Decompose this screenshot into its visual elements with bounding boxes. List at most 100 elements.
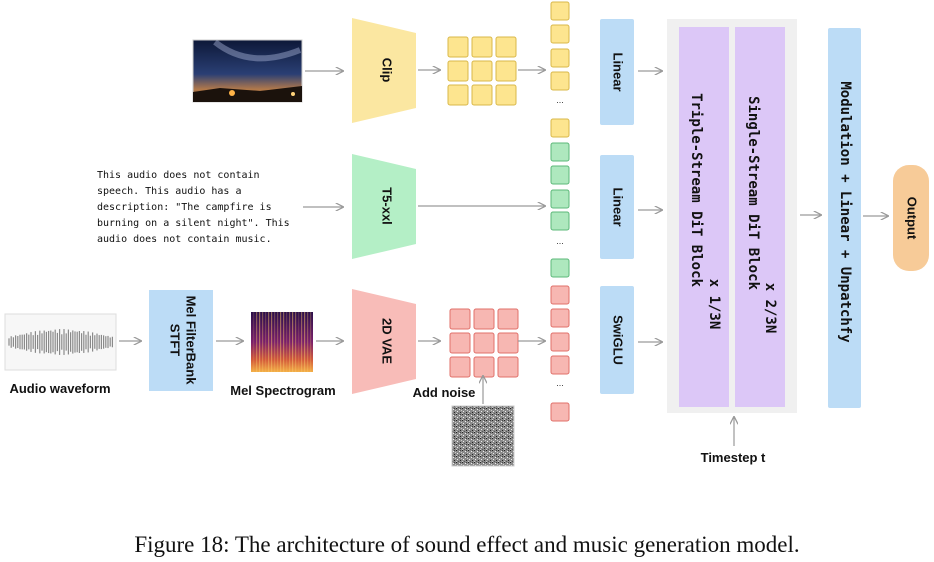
text-prompt-line-1: This audio does not contain <box>97 170 260 181</box>
vae-token <box>497 332 519 354</box>
spectrogram-stripe <box>271 312 273 372</box>
melfilterbank-label: Mel FilterBank <box>184 296 199 386</box>
spectrogram-stripe <box>280 312 282 372</box>
triple-repeat-label: x 1/3N <box>706 279 722 330</box>
output-block: Output <box>893 165 929 271</box>
t5-sequence-token <box>550 165 570 185</box>
clip-token <box>471 36 493 58</box>
swiglu-block: SwiGLU <box>600 286 634 394</box>
campfire-image <box>192 39 303 103</box>
figure-caption: Figure 18: The architecture of sound eff… <box>134 532 799 557</box>
add-noise-label: Add noise <box>413 385 476 400</box>
vae-sequence-token <box>550 355 570 375</box>
clip-sequence-token <box>550 71 570 91</box>
spectrogram-stripe <box>286 312 288 372</box>
vae-token-grid <box>449 308 519 378</box>
vae-sequence-token <box>550 402 570 422</box>
spectrogram-stripe <box>283 312 285 372</box>
clip-sequence-token <box>550 118 570 138</box>
noise-image <box>451 405 515 467</box>
clip-token <box>495 84 517 106</box>
text-prompt-line-2: speech. This audio has a <box>97 186 242 197</box>
linear-block-t5: Linear <box>600 155 634 259</box>
clip-token <box>447 60 469 82</box>
clip-sequence-token <box>550 24 570 44</box>
t5-sequence-token <box>550 142 570 162</box>
linear-block-clip: Linear <box>600 19 634 125</box>
text-prompt-line-5: audio does not contain music. <box>97 234 272 245</box>
audio-waveform-label: Audio waveform <box>9 381 110 396</box>
vae-sequence-token <box>550 285 570 305</box>
linear-2-label: Linear <box>611 187 626 226</box>
spectrogram-stripe <box>304 312 306 372</box>
vae-sequence-token <box>550 308 570 328</box>
output-label: Output <box>905 197 920 240</box>
swiglu-label: SwiGLU <box>611 315 626 365</box>
spectrogram-stripe <box>262 312 264 372</box>
triple-stream-label: Triple-Stream DiT Block <box>688 93 704 287</box>
spectrogram-stripe <box>253 312 255 372</box>
t5-label: T5-xxl <box>380 187 395 225</box>
sequence-ellipsis: ... <box>556 95 564 105</box>
mel-spectrogram-image <box>251 312 313 372</box>
text-prompt-line-4: burning on a silent night". This <box>97 218 290 229</box>
triple-stream-dit-block: Triple-Stream DiT Block x 1/3N <box>679 27 729 407</box>
vae-token <box>473 308 495 330</box>
dit-panel: Triple-Stream DiT Block x 1/3N Single-St… <box>667 19 797 413</box>
clip-sequence-token <box>550 48 570 68</box>
modulation-linear-unpatchify-block: Modulation + Linear + Unpatchfy <box>828 28 861 408</box>
vae-label: 2D VAE <box>380 318 395 364</box>
spectrogram-stripe <box>265 312 267 372</box>
clip-token <box>495 36 517 58</box>
clip-token <box>447 36 469 58</box>
spectrogram-stripe <box>256 312 258 372</box>
vae-token <box>497 308 519 330</box>
vae-sequence-token <box>550 332 570 352</box>
spectrogram-stripe <box>310 312 312 372</box>
clip-token <box>495 60 517 82</box>
text-prompt-line-3: description: "The campfire is <box>97 202 272 213</box>
t5-sequence-token <box>550 211 570 231</box>
vae-encoder: 2D VAE <box>352 289 416 394</box>
single-stream-label: Single-Stream DiT Block <box>745 96 761 290</box>
single-stream-dit-block: Single-Stream DiT Block x 2/3N <box>735 27 785 407</box>
spectrogram-stripe <box>307 312 309 372</box>
clip-sequence-token <box>550 1 570 21</box>
vae-token <box>473 332 495 354</box>
vae-token <box>473 356 495 378</box>
t5-sequence-token <box>550 258 570 278</box>
spectrogram-stripe <box>295 312 297 372</box>
token-sequence-column: ......... <box>550 1 570 422</box>
linear-1-label: Linear <box>611 52 626 91</box>
sequence-ellipsis: ... <box>556 378 564 388</box>
single-repeat-label: x 2/3N <box>762 283 778 334</box>
audio-waveform-image <box>4 313 117 371</box>
stft-label: STFT <box>168 324 183 357</box>
t5-encoder: T5-xxl <box>352 154 416 259</box>
mel-spectrogram-label: Mel Spectrogram <box>230 383 335 398</box>
vae-token <box>449 308 471 330</box>
clip-label: Clip <box>380 58 395 83</box>
clip-encoder: Clip <box>352 18 416 123</box>
t5-sequence-token <box>550 189 570 209</box>
vae-token <box>449 332 471 354</box>
vae-token <box>497 356 519 378</box>
spectrogram-stripe <box>292 312 294 372</box>
spectrogram-stripe <box>268 312 270 372</box>
clip-token <box>471 84 493 106</box>
stft-melfilterbank-block: STFT Mel FilterBank <box>149 290 213 391</box>
sequence-ellipsis: ... <box>556 236 564 246</box>
clip-token <box>471 60 493 82</box>
clip-token <box>447 84 469 106</box>
modulation-label: Modulation + Linear + Unpatchfy <box>837 81 853 343</box>
text-prompt: This audio does not contain speech. This… <box>97 170 290 245</box>
spectrogram-stripe <box>289 312 291 372</box>
clip-token-grid <box>447 36 517 106</box>
spectrogram-stripe <box>274 312 276 372</box>
spectrogram-stripe <box>277 312 279 372</box>
vae-token <box>449 356 471 378</box>
spectrogram-stripe <box>259 312 261 372</box>
timestep-label: Timestep t <box>701 450 766 465</box>
